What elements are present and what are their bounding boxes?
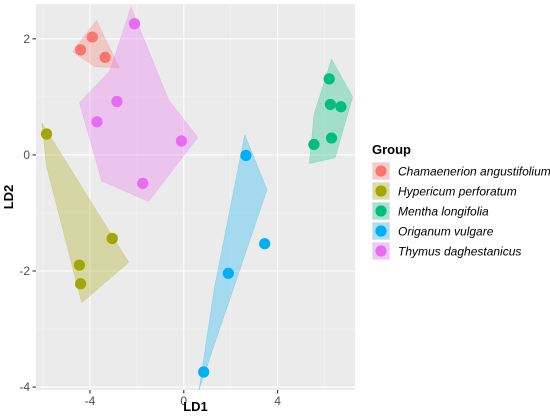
- data-point: [259, 238, 271, 250]
- hull-origanum-vulgare: [198, 134, 268, 391]
- y-tick-label: 0: [23, 148, 30, 162]
- data-point: [137, 177, 149, 189]
- data-point: [335, 101, 347, 113]
- y-tick-label: 2: [23, 32, 30, 46]
- data-point: [40, 128, 53, 140]
- legend-label: Mentha longifolia: [398, 205, 489, 219]
- hull-hypericum-perforatum: [41, 122, 129, 304]
- legend-label: Hypericum perforatum: [398, 185, 517, 199]
- x-tick-label: 4: [274, 394, 281, 408]
- hull-thymus-daghestanicus: [79, 6, 199, 202]
- axes-layer: -4 0 4 2 0 -2 -4: [19, 32, 281, 408]
- x-tick-label: 0: [180, 394, 187, 408]
- data-point: [99, 51, 111, 64]
- data-point: [324, 98, 336, 111]
- legend-key-point: [375, 185, 387, 197]
- data-point: [74, 278, 87, 290]
- y-axis-title: LD2: [1, 185, 16, 210]
- data-point: [73, 259, 85, 271]
- data-point: [308, 138, 320, 151]
- data-point: [91, 116, 103, 128]
- legend-label: Origanum vulgare: [398, 225, 494, 239]
- data-point: [240, 149, 252, 162]
- legend-label: Thymus daghestanicus: [398, 245, 521, 259]
- legend-key-point: [375, 205, 387, 217]
- data-point: [323, 73, 335, 85]
- data-point: [175, 135, 188, 147]
- data-point: [86, 31, 98, 43]
- data-point: [74, 44, 87, 56]
- data-point: [111, 95, 123, 108]
- data-point: [106, 232, 118, 245]
- points-layer: [40, 18, 347, 378]
- panel-background: [36, 4, 355, 390]
- legend-label: Chamaenerion angustifolium: [398, 165, 550, 179]
- legend-title: Group: [372, 142, 411, 157]
- x-tick-label: -4: [85, 394, 96, 408]
- data-point: [198, 366, 210, 378]
- legend-key-point: [375, 245, 387, 257]
- legend-key-point: [375, 165, 387, 177]
- legend-key-point: [375, 225, 387, 237]
- hull-layer: [41, 6, 353, 391]
- plot-panel: [36, 4, 355, 390]
- x-axis-title: LD1: [183, 399, 208, 414]
- y-tick-label: -4: [19, 380, 30, 394]
- legend: Group Chamaenerion angustifolium Hypericu…: [372, 142, 550, 260]
- data-point: [222, 267, 234, 279]
- data-point: [128, 18, 141, 30]
- data-point: [325, 132, 338, 144]
- hull-mentha-longifolia: [309, 58, 353, 164]
- y-tick-label: -2: [19, 264, 30, 278]
